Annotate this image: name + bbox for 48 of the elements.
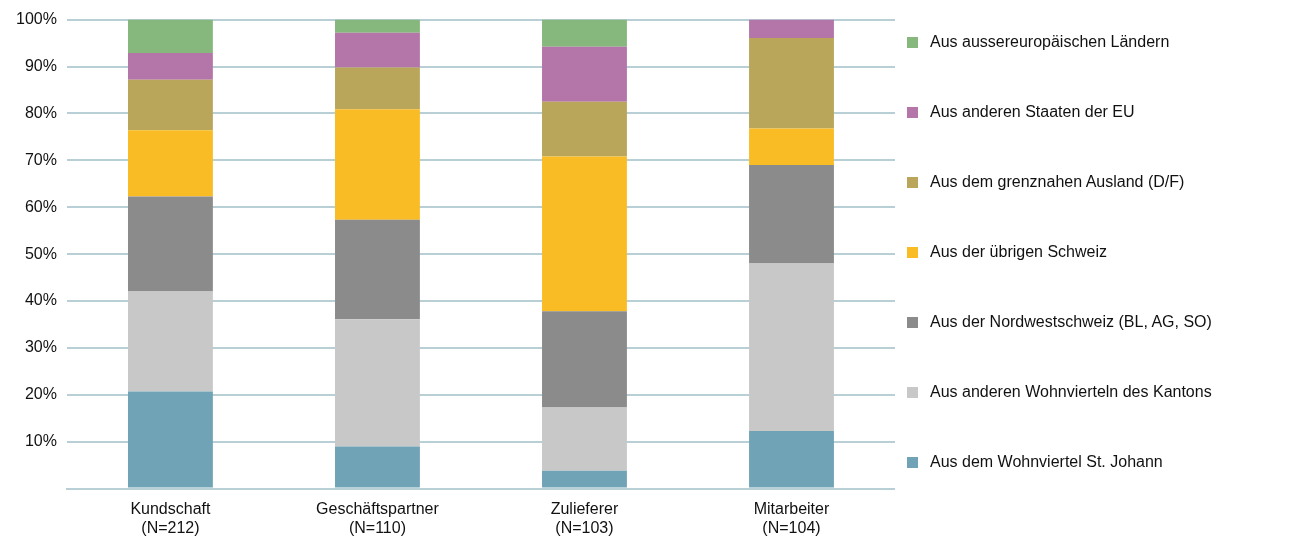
legend-label: Aus anderen Staaten der EU bbox=[930, 103, 1135, 121]
bar bbox=[542, 407, 627, 471]
bar bbox=[127, 196, 213, 292]
x-tick-label: Mitarbeiter (N=104) bbox=[753, 499, 830, 536]
legend-label: Aus der Nordwestschweiz (BL, AG, SO) bbox=[930, 313, 1212, 331]
y-tick-label: 20% bbox=[24, 385, 57, 403]
bar bbox=[542, 46, 627, 102]
legend-label: Aus der übrigen Schweiz bbox=[930, 243, 1107, 261]
bar bbox=[749, 164, 834, 264]
bar bbox=[749, 263, 834, 431]
bar bbox=[335, 109, 420, 220]
bar bbox=[335, 67, 420, 110]
bar bbox=[335, 446, 420, 488]
bar bbox=[542, 311, 627, 408]
bar bbox=[127, 391, 213, 488]
x-tick-label: Geschäftspartner (N=110) bbox=[316, 499, 440, 536]
x-tick-label: Kundschaft (N=212) bbox=[130, 499, 212, 536]
bar bbox=[335, 32, 420, 68]
bar bbox=[749, 37, 834, 129]
y-tick-label: 50% bbox=[24, 244, 57, 262]
bar bbox=[127, 291, 213, 392]
y-tick-label: 40% bbox=[24, 291, 57, 309]
bar bbox=[749, 430, 834, 488]
x-tick-label: Zulieferer (N=103) bbox=[550, 499, 619, 536]
bar bbox=[542, 156, 627, 312]
bar bbox=[542, 19, 627, 47]
bar bbox=[127, 130, 213, 197]
legend-label: Aus anderen Wohnvierteln des Kantons bbox=[930, 383, 1212, 401]
bar bbox=[749, 19, 834, 38]
y-tick-label: 100% bbox=[16, 10, 57, 28]
y-tick-label: 60% bbox=[24, 197, 57, 215]
bar bbox=[335, 319, 420, 447]
legend-label: Aus dem Wohnviertel St. Johann bbox=[930, 453, 1163, 471]
bar bbox=[335, 19, 420, 33]
legend-label: Aus aussereuropäischen Ländern bbox=[930, 33, 1170, 51]
y-tick-label: 30% bbox=[24, 338, 57, 356]
y-tick-label: 10% bbox=[24, 432, 57, 450]
bar bbox=[127, 52, 213, 80]
bar bbox=[127, 79, 213, 131]
bar bbox=[335, 219, 420, 320]
y-tick-label: 90% bbox=[24, 56, 57, 74]
bar bbox=[542, 101, 627, 157]
bar bbox=[542, 470, 627, 488]
bar bbox=[127, 19, 213, 53]
bar bbox=[749, 128, 834, 165]
y-tick-label: 70% bbox=[24, 150, 57, 168]
y-tick-label: 80% bbox=[24, 103, 57, 121]
legend-label: Aus dem grenznahen Ausland (D/F) bbox=[930, 173, 1185, 191]
